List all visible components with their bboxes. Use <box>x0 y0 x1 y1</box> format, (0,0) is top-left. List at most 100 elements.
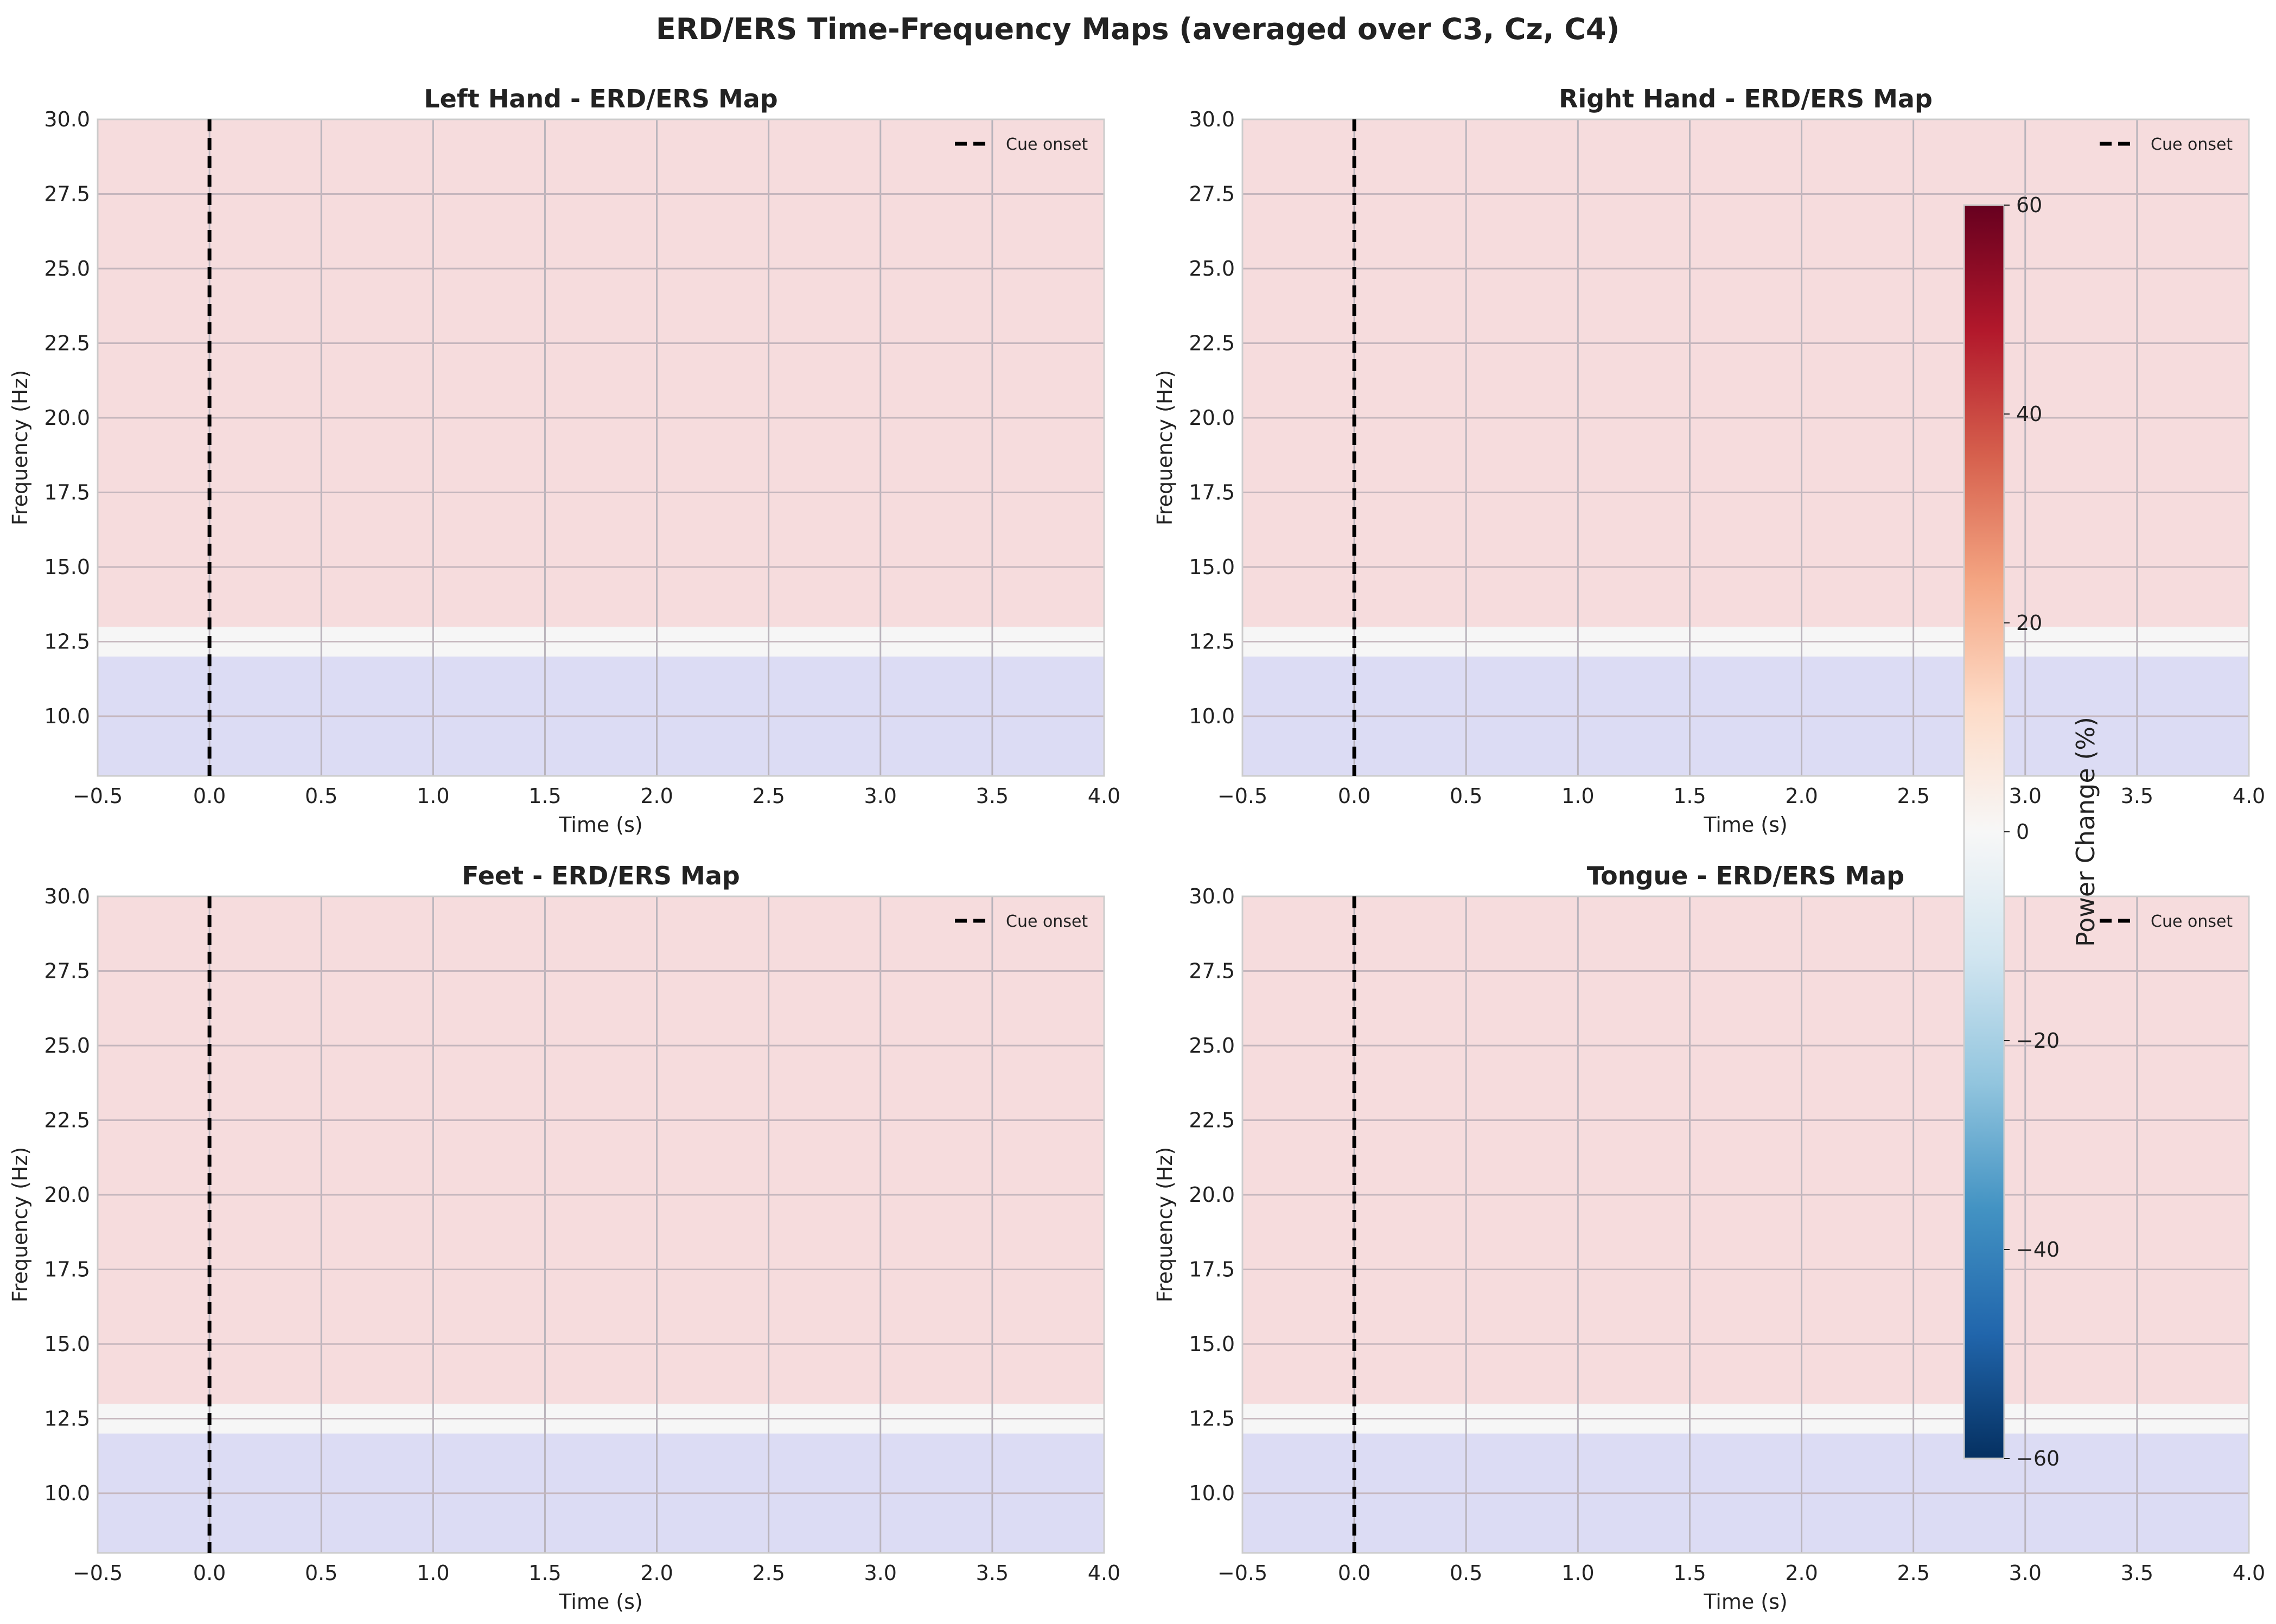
panel-1-x-tick-label-3: 0.5 <box>305 784 337 808</box>
panel-4-band-3 <box>1242 896 2249 1404</box>
panel-3-y-tick-label-6: 22.5 <box>44 1109 90 1132</box>
panel-4-y-tick-label-7: 25.0 <box>1189 1034 1235 1058</box>
panel-4-y-axis-label: Frequency (Hz) <box>1153 1147 1177 1303</box>
panel-1-y-tick-label-8: 27.5 <box>44 182 90 206</box>
panel-2-x-tick-label-1: −0.5 <box>1217 784 1267 808</box>
panel-4-x-tick-label-1: −0.5 <box>1217 1561 1267 1585</box>
panel-3-y-tick-label-1: 10.0 <box>44 1481 90 1505</box>
panel-4-title: Tongue - ERD/ERS Map <box>1587 861 1904 890</box>
panel-3: −0.5 0.0 0.5 1.0 1.5 2.0 2.5 3.0 3.5 4.0 10.0 12.5 1… <box>8 861 1120 1614</box>
panel-4-x-tick-label-4: 1.0 <box>1561 1561 1594 1585</box>
panel-3-x-tick-label-7: 2.5 <box>752 1561 785 1585</box>
panel-4-y-tick-label-5: 20.0 <box>1189 1183 1235 1207</box>
panel-3-x-axis-label: Time (s) <box>558 1590 643 1614</box>
panel-1-x-tick-label-5: 1.5 <box>528 784 561 808</box>
panel-2-band-3 <box>1242 119 2249 627</box>
panel-1-y-axis-label: Frequency (Hz) <box>8 370 32 526</box>
panel-3-y-tick-label-2: 12.5 <box>44 1407 90 1431</box>
panel-1-title: Left Hand - ERD/ERS Map <box>424 84 777 113</box>
panel-3-title: Feet - ERD/ERS Map <box>462 861 740 890</box>
colorbar-tick-label-5: −20 <box>2016 1029 2060 1053</box>
panel-1-x-tick-label-6: 2.0 <box>640 784 673 808</box>
panel-4-axes-frame <box>1241 895 2250 1554</box>
panel-2-x-tick-label-8: 3.0 <box>2009 784 2042 808</box>
panel-1-y-tick-label-9: 30.0 <box>44 107 90 131</box>
panel-3-y-tick-label-3: 15.0 <box>44 1332 90 1356</box>
colorbar-tick-label-6: −40 <box>2016 1238 2060 1262</box>
panel-3-x-tick-label-4: 1.0 <box>417 1561 449 1585</box>
panel-2-legend-label: Cue onset <box>2151 135 2233 154</box>
panel-4-y-tick-label-6: 22.5 <box>1189 1109 1235 1132</box>
panel-4-x-tick-label-7: 2.5 <box>1897 1561 1929 1585</box>
panel-2-x-tick-label-5: 1.5 <box>1673 784 1706 808</box>
panel-4-x-tick-label-8: 3.0 <box>2009 1561 2042 1585</box>
panel-4-x-tick-label-9: 3.5 <box>2121 1561 2153 1585</box>
panel-2-y-tick-label-5: 20.0 <box>1189 406 1235 430</box>
panel-1-band-3 <box>98 119 1104 627</box>
panel-4-x-tick-label-10: 4.0 <box>2233 1561 2265 1585</box>
subplot-grid: −0.5 0.0 0.5 1.0 1.5 2.0 2.5 3.0 3.5 4.0 10.0 12.5 1… <box>8 84 2265 1614</box>
panel-2-x-tick-label-6: 2.0 <box>1785 784 1818 808</box>
panel-2-x-axis-label: Time (s) <box>1703 813 1788 837</box>
panel-4-x-tick-label-2: 0.0 <box>1338 1561 1370 1585</box>
colorbar-tick-label-3: 20 <box>2016 611 2042 635</box>
panel-3-legend-label: Cue onset <box>1006 912 1088 931</box>
panel-1-y-tick-label-7: 25.0 <box>44 257 90 281</box>
panel-2-y-tick-label-9: 30.0 <box>1189 107 1235 131</box>
panel-2-y-tick-label-6: 22.5 <box>1189 332 1235 355</box>
panel-1-legend-label: Cue onset <box>1006 135 1088 154</box>
panel-3-x-tick-label-9: 3.5 <box>976 1561 1009 1585</box>
panel-3-y-tick-label-7: 25.0 <box>44 1034 90 1058</box>
panel-2-title: Right Hand - ERD/ERS Map <box>1559 84 1933 113</box>
panel-3-y-tick-label-9: 30.0 <box>44 884 90 908</box>
panel-2-y-axis-label: Frequency (Hz) <box>1153 370 1177 526</box>
figure-title: ERD/ERS Time-Frequency Maps (averaged ov… <box>656 12 1620 46</box>
panel-1-x-tick-label-9: 3.5 <box>976 784 1009 808</box>
colorbar-gradient <box>1963 204 2005 1460</box>
panel-4-y-tick-label-9: 30.0 <box>1189 884 1235 908</box>
panel-1-x-axis-label: Time (s) <box>558 813 643 837</box>
colorbar-tick-label-1: 60 <box>2016 193 2042 217</box>
panel-3-x-tick-label-8: 3.0 <box>864 1561 897 1585</box>
panel-3-y-axis-label: Frequency (Hz) <box>8 1147 32 1303</box>
panel-3-y-tick-label-4: 17.5 <box>44 1258 90 1282</box>
panel-2-y-tick-label-3: 15.0 <box>1189 555 1235 579</box>
panel-3-axes-frame <box>97 895 1105 1554</box>
panel-2-x-tick-label-9: 3.5 <box>2121 784 2153 808</box>
panel-1-y-tick-label-3: 15.0 <box>44 555 90 579</box>
panel-1-x-tick-label-8: 3.0 <box>864 784 897 808</box>
colorbar-tick-label-7: −60 <box>2016 1447 2060 1470</box>
panel-2-y-tick-label-7: 25.0 <box>1189 257 1235 281</box>
colorbar-tick-label-4: 0 <box>2016 820 2029 844</box>
panel-3-band-3 <box>98 896 1104 1404</box>
panel-2-axes-frame <box>1241 118 2250 777</box>
panel-1-y-tick-label-5: 20.0 <box>44 406 90 430</box>
panel-1-y-tick-label-2: 12.5 <box>44 630 90 654</box>
panel-1-x-tick-label-1: −0.5 <box>73 784 123 808</box>
panel-4-x-tick-label-6: 2.0 <box>1785 1561 1818 1585</box>
panel-4-y-tick-label-1: 10.0 <box>1189 1481 1235 1505</box>
panel-3-x-tick-label-3: 0.5 <box>305 1561 337 1585</box>
panel-3-x-tick-label-1: −0.5 <box>73 1561 123 1585</box>
panel-4-x-tick-label-5: 1.5 <box>1673 1561 1706 1585</box>
panel-2-x-tick-label-3: 0.5 <box>1450 784 1482 808</box>
panel-4: −0.5 0.0 0.5 1.0 1.5 2.0 2.5 3.0 3.5 4.0 10.0 12.5 1… <box>1153 861 2265 1614</box>
panel-3-y-tick-label-8: 27.5 <box>44 959 90 983</box>
panel-3-x-tick-label-5: 1.5 <box>528 1561 561 1585</box>
panel-1-x-tick-label-4: 1.0 <box>417 784 449 808</box>
panel-1-axes-frame <box>97 118 1105 777</box>
panel-4-x-axis-label: Time (s) <box>1703 1590 1788 1614</box>
panel-4-y-tick-label-8: 27.5 <box>1189 959 1235 983</box>
colorbar-tick-label-2: 40 <box>2016 402 2042 426</box>
panel-3-y-tick-label-5: 20.0 <box>44 1183 90 1207</box>
panel-2-x-tick-label-2: 0.0 <box>1338 784 1370 808</box>
panel-4-y-tick-label-2: 12.5 <box>1189 1407 1235 1431</box>
panel-3-x-tick-label-6: 2.0 <box>640 1561 673 1585</box>
panel-4-y-tick-label-4: 17.5 <box>1189 1258 1235 1282</box>
panel-2-y-tick-label-2: 12.5 <box>1189 630 1235 654</box>
panel-3-x-tick-label-2: 0.0 <box>193 1561 226 1585</box>
panel-2-y-tick-label-1: 10.0 <box>1189 704 1235 728</box>
panel-2-x-tick-label-7: 2.5 <box>1897 784 1929 808</box>
panel-1-x-tick-label-2: 0.0 <box>193 784 226 808</box>
